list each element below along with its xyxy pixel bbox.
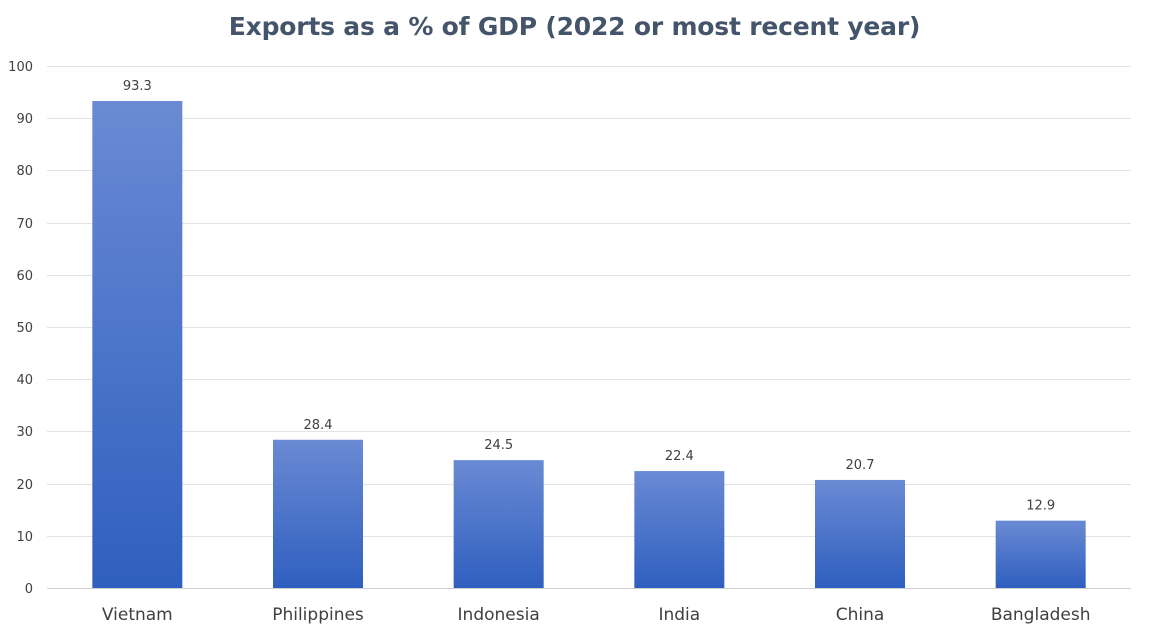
chart-title: Exports as a % of GDP (2022 or most rece… [228, 12, 921, 41]
data-label-indonesia: 24.5 [484, 438, 513, 453]
bars [92, 100, 1086, 588]
y-tick-label: 70 [16, 217, 33, 232]
category-label-india: India [658, 605, 700, 625]
y-axis-ticks: 0 10 20 30 40 50 60 70 80 90 100 [8, 60, 33, 597]
bar-bangladesh [995, 520, 1086, 588]
y-tick-label: 50 [16, 321, 33, 336]
bar-india [634, 471, 725, 588]
data-labels: 93.3 28.4 24.5 22.4 20.7 12.9 [123, 79, 1055, 514]
category-label-vietnam: Vietnam [102, 605, 173, 625]
bar-vietnam [92, 100, 183, 588]
category-label-china: China [836, 605, 885, 625]
y-tick-label: 80 [16, 164, 33, 179]
bar-china [815, 479, 905, 588]
bar-indonesia [453, 460, 544, 588]
y-tick-label: 10 [16, 530, 33, 545]
data-label-china: 20.7 [846, 458, 875, 473]
category-label-bangladesh: Bangladesh [991, 605, 1091, 625]
data-label-bangladesh: 12.9 [1026, 499, 1055, 514]
data-label-philippines: 28.4 [304, 418, 333, 433]
data-label-india: 22.4 [665, 449, 694, 464]
y-tick-label: 0 [25, 582, 33, 597]
category-label-philippines: Philippines [272, 605, 364, 625]
data-label-vietnam: 93.3 [123, 79, 152, 94]
y-tick-label: 100 [8, 60, 33, 75]
y-tick-label: 40 [16, 373, 33, 388]
y-tick-label: 20 [16, 478, 33, 493]
category-label-indonesia: Indonesia [458, 605, 540, 625]
y-tick-label: 90 [16, 112, 33, 127]
x-axis-categories: Vietnam Philippines Indonesia India China Ban… [102, 605, 1091, 625]
y-tick-label: 30 [16, 425, 33, 440]
bar-philippines [273, 439, 363, 588]
y-tick-label: 60 [16, 269, 33, 284]
gridlines [47, 66, 1131, 589]
